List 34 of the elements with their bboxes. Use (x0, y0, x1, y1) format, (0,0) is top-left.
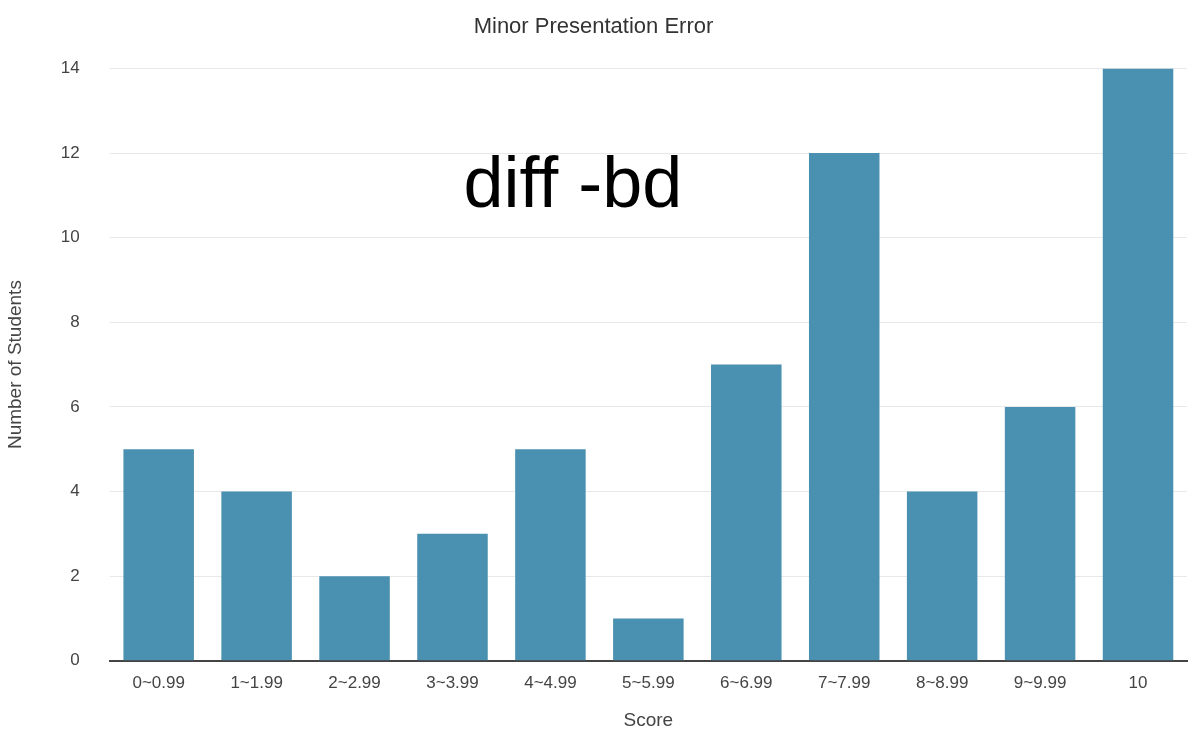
x-tick-label: 8~8.99 (915, 672, 969, 692)
x-tick-label: 4~4.99 (524, 672, 577, 692)
x-axis-title: Score (623, 708, 674, 730)
annotation: diff -bd (463, 141, 683, 222)
y-tick-label: 2 (70, 565, 80, 585)
x-tick-label: 1~1.99 (230, 672, 283, 692)
bar (906, 491, 978, 661)
y-tick-label: 6 (70, 396, 80, 416)
bar (515, 449, 586, 661)
bar (417, 533, 488, 661)
x-tick-label: 5~5.99 (622, 672, 675, 692)
x-tick-label: 2~2.99 (328, 672, 381, 692)
bar (221, 491, 292, 661)
x-tick-label: 6~6.99 (720, 672, 773, 692)
bar (613, 618, 684, 661)
x-tick-label: 7~7.99 (817, 672, 871, 692)
x-tick-label: 3~3.99 (426, 672, 479, 692)
bar (1102, 68, 1174, 661)
y-tick-label: 12 (60, 142, 80, 162)
x-tick-label: 10 (1128, 672, 1148, 692)
bar (319, 576, 390, 661)
y-tick-label: 10 (60, 227, 80, 247)
x-tick-label: 9~9.99 (1013, 672, 1067, 692)
bar (808, 153, 880, 661)
y-tick-label: 0 (70, 650, 80, 670)
bar (123, 449, 194, 661)
y-tick-label: 8 (70, 311, 80, 331)
y-axis-title: Number of Students (3, 280, 25, 450)
chart-title: Minor Presentation Error (473, 13, 714, 39)
bar (1004, 406, 1076, 661)
y-tick-label: 4 (70, 481, 80, 501)
y-tick-label: 14 (60, 58, 80, 78)
x-tick-label: 0~0.99 (132, 672, 185, 692)
bar (711, 364, 782, 661)
